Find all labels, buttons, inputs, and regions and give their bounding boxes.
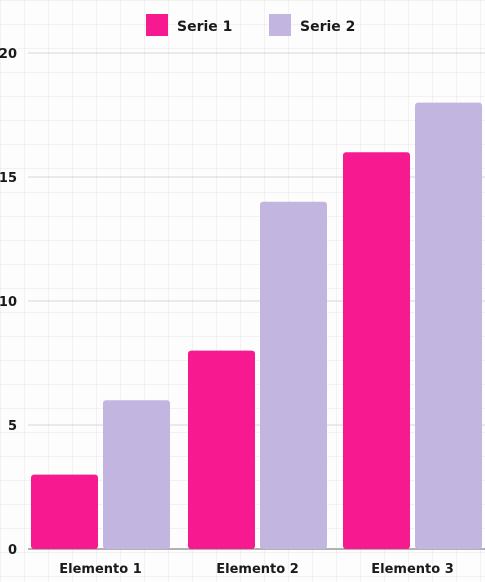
y-tick-label: 10 xyxy=(0,295,17,310)
y-tick-label: 15 xyxy=(0,171,17,186)
y-tick-label: 20 xyxy=(0,47,17,62)
y-tick-label: 5 xyxy=(8,419,17,434)
bar-series-1-category-3 xyxy=(343,152,410,549)
legend-label-2: Serie 2 xyxy=(300,19,355,35)
x-tick-label: Elemento 3 xyxy=(371,562,454,577)
x-tick-label: Elemento 2 xyxy=(216,562,299,577)
legend: Serie 1 Serie 2 xyxy=(146,14,355,36)
x-axis: Elemento 1 Elemento 2 Elemento 3 xyxy=(59,562,454,577)
bar-series-2-category-3 xyxy=(415,102,482,549)
legend-label-1: Serie 1 xyxy=(177,19,232,35)
y-tick-label: 0 xyxy=(8,543,17,558)
bar-series-2-category-1 xyxy=(103,400,170,549)
legend-swatch-2 xyxy=(269,14,291,36)
bar-series-1-category-1 xyxy=(31,474,98,549)
bar-series-1-category-2 xyxy=(188,350,255,549)
legend-swatch-1 xyxy=(146,14,168,36)
y-axis: 0 5 10 15 20 xyxy=(0,47,17,558)
x-tick-label: Elemento 1 xyxy=(59,562,142,577)
bar-series-2-category-2 xyxy=(260,201,327,550)
bars xyxy=(31,102,482,550)
